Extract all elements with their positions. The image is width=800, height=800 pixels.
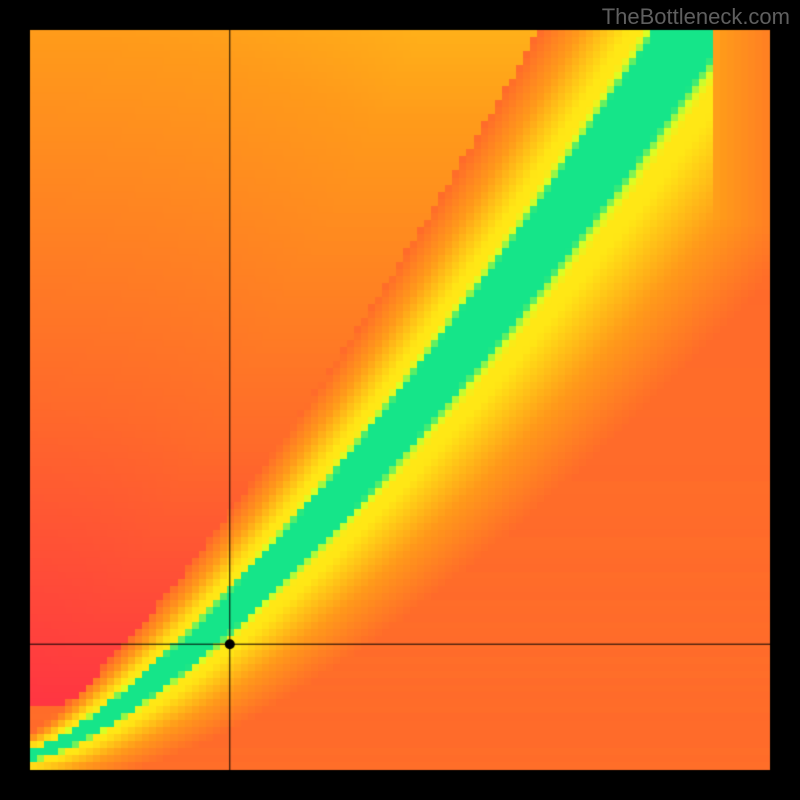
watermark-text: TheBottleneck.com [602, 4, 790, 30]
chart-container: TheBottleneck.com [0, 0, 800, 800]
bottleneck-heatmap [0, 0, 800, 800]
